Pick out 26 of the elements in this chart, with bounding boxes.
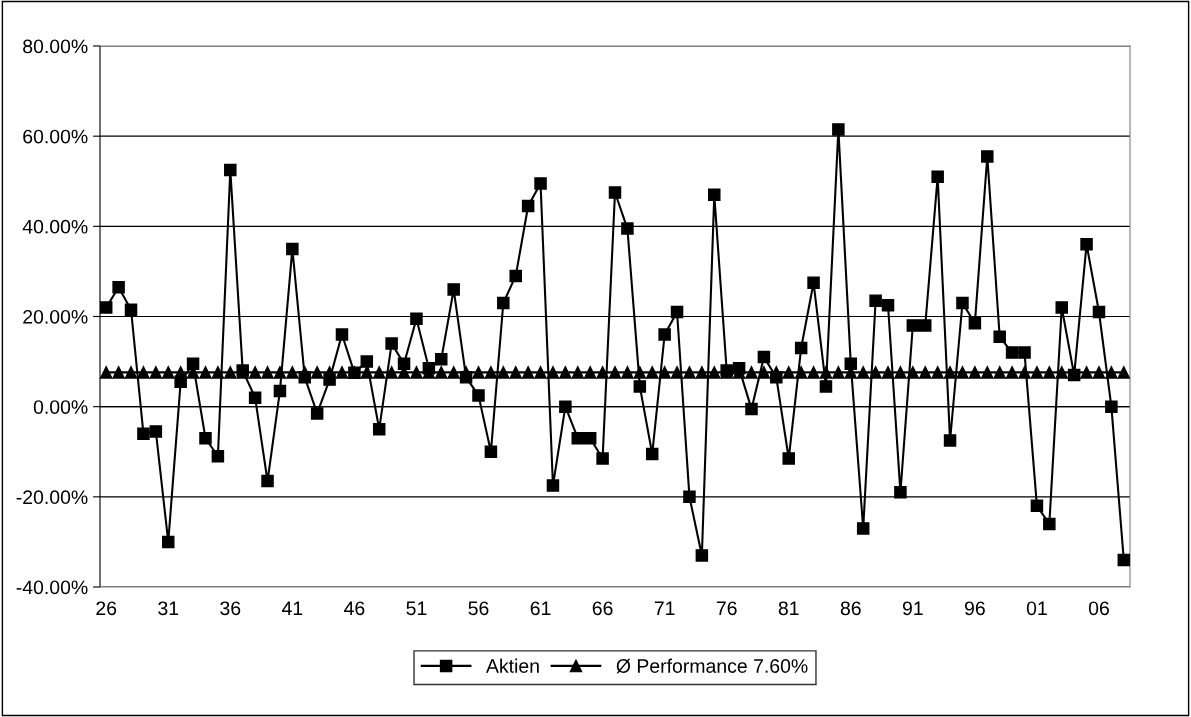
- x-tick-label: 61: [530, 601, 551, 616]
- y-tick-label: 40.00%: [22, 219, 88, 234]
- x-tick-label: 96: [964, 601, 985, 616]
- x-tick-label: 46: [344, 601, 365, 616]
- x-tick-label: 26: [96, 601, 117, 616]
- x-tick-label: 66: [592, 601, 613, 616]
- legend-label: Ø Performance 7.60%: [616, 658, 808, 674]
- y-tick-label: 0.00%: [33, 400, 88, 414]
- x-tick-label: 41: [281, 601, 303, 615]
- x-tick-label: 36: [220, 601, 241, 616]
- x-tick-label: 76: [716, 601, 737, 616]
- y-tick-label: 80.00%: [23, 39, 88, 54]
- x-tick-label: 51: [406, 601, 427, 616]
- x-tick-label: 81: [778, 601, 799, 616]
- y-tick-label: 20.00%: [23, 309, 88, 324]
- y-tick-label: -20.00%: [16, 490, 88, 505]
- x-tick-label: 06: [1088, 601, 1109, 616]
- x-tick-label: 86: [840, 601, 861, 616]
- x-tick-label: 01: [1026, 601, 1047, 616]
- x-tick-label: 31: [158, 601, 179, 616]
- legend-label: Aktien: [486, 658, 539, 673]
- x-tick-label: 91: [902, 601, 923, 616]
- x-tick-label: 56: [468, 601, 489, 616]
- y-tick-label: -40.00%: [16, 580, 88, 595]
- x-tick-label: 71: [654, 601, 675, 615]
- y-tick-label: 60.00%: [23, 129, 88, 144]
